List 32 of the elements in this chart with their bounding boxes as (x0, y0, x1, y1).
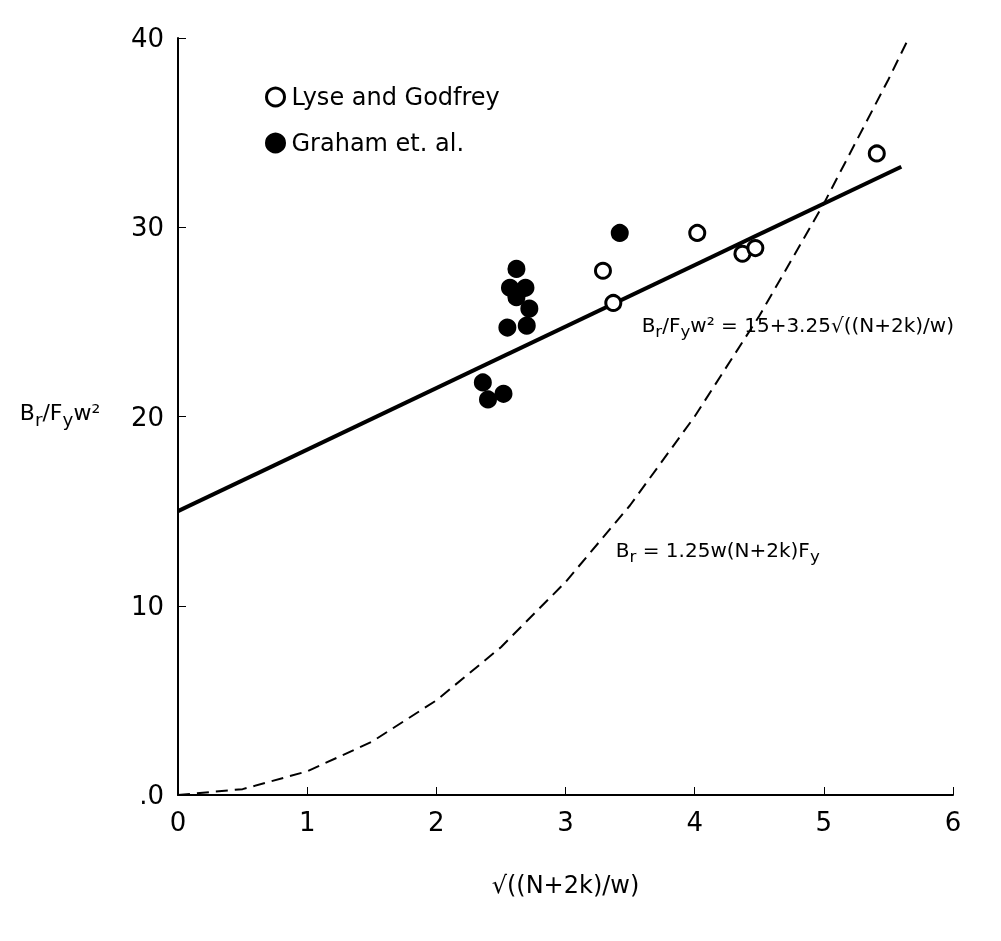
y-tick-label: 30 (130, 212, 164, 243)
x-tick-label: 6 (944, 807, 962, 837)
x-tick-label: 0 (169, 807, 187, 837)
point (610, 223, 629, 242)
y-tick-label: 40 (130, 23, 164, 53)
point (507, 259, 526, 278)
annotation: B$_{r}$/F$_{y}$w² = 15+3.25√((N+2k)/w) (641, 313, 954, 342)
point (746, 239, 765, 258)
legend-label: Graham et. al. (291, 129, 465, 157)
point (498, 318, 517, 337)
x-tick-label: 1 (298, 807, 316, 837)
point (494, 384, 513, 403)
y-tick-label: .0 (139, 780, 164, 810)
x-tick-label: 5 (815, 807, 833, 837)
x-axis-title: √((N+2k)/w) (491, 871, 640, 899)
point (593, 261, 612, 280)
point (867, 144, 886, 163)
point (733, 244, 752, 263)
point (517, 316, 536, 335)
point (688, 223, 707, 242)
y-axis-title: B$_{r}$/F$_{y}$w² (19, 400, 101, 430)
x-tick-label: 3 (557, 807, 574, 837)
point (604, 293, 623, 312)
x-tick-label: 2 (428, 807, 445, 837)
x-tick-label: 4 (686, 807, 703, 837)
y-tick-label: 10 (130, 590, 164, 621)
y-tick-label: 20 (130, 401, 164, 432)
point (520, 299, 539, 318)
point (479, 390, 497, 409)
annotation: B$_{r}$ = 1.25w(N+2k)F$_{y}$ (615, 537, 820, 566)
point (473, 373, 492, 392)
legend-label: Lyse and Godfrey (291, 83, 500, 111)
